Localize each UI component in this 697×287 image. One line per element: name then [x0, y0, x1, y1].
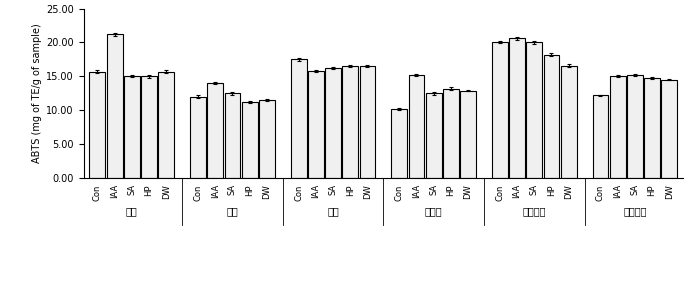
- Text: 조은흑미: 조은흑미: [623, 206, 647, 216]
- Bar: [360, 66, 376, 178]
- Bar: [492, 42, 507, 178]
- Bar: [610, 76, 626, 178]
- Bar: [224, 93, 240, 178]
- Bar: [526, 42, 542, 178]
- Text: 건강흑미: 건강흑미: [523, 206, 546, 216]
- Bar: [561, 65, 576, 178]
- Bar: [644, 78, 660, 178]
- Bar: [443, 88, 459, 178]
- Bar: [259, 100, 275, 178]
- Bar: [460, 91, 476, 178]
- Bar: [107, 34, 123, 178]
- Bar: [158, 71, 174, 178]
- Text: 백옥찰: 백옥찰: [425, 206, 443, 216]
- Text: 일품: 일품: [126, 206, 138, 216]
- Bar: [124, 76, 139, 178]
- Bar: [592, 95, 608, 178]
- Bar: [291, 59, 307, 178]
- Bar: [207, 83, 223, 178]
- Bar: [308, 71, 323, 178]
- Bar: [509, 38, 525, 178]
- Bar: [89, 71, 105, 178]
- Text: 올백: 올백: [227, 206, 238, 216]
- Bar: [325, 67, 341, 178]
- Y-axis label: ABTS (mg of TE/g of sample): ABTS (mg of TE/g of sample): [32, 24, 42, 163]
- Bar: [141, 76, 157, 178]
- Bar: [242, 102, 258, 178]
- Bar: [627, 75, 643, 178]
- Bar: [342, 66, 358, 178]
- Bar: [544, 55, 560, 178]
- Bar: [661, 80, 677, 178]
- Bar: [408, 75, 424, 178]
- Bar: [426, 93, 442, 178]
- Bar: [190, 97, 206, 178]
- Text: 도담: 도담: [327, 206, 339, 216]
- Bar: [391, 109, 407, 178]
